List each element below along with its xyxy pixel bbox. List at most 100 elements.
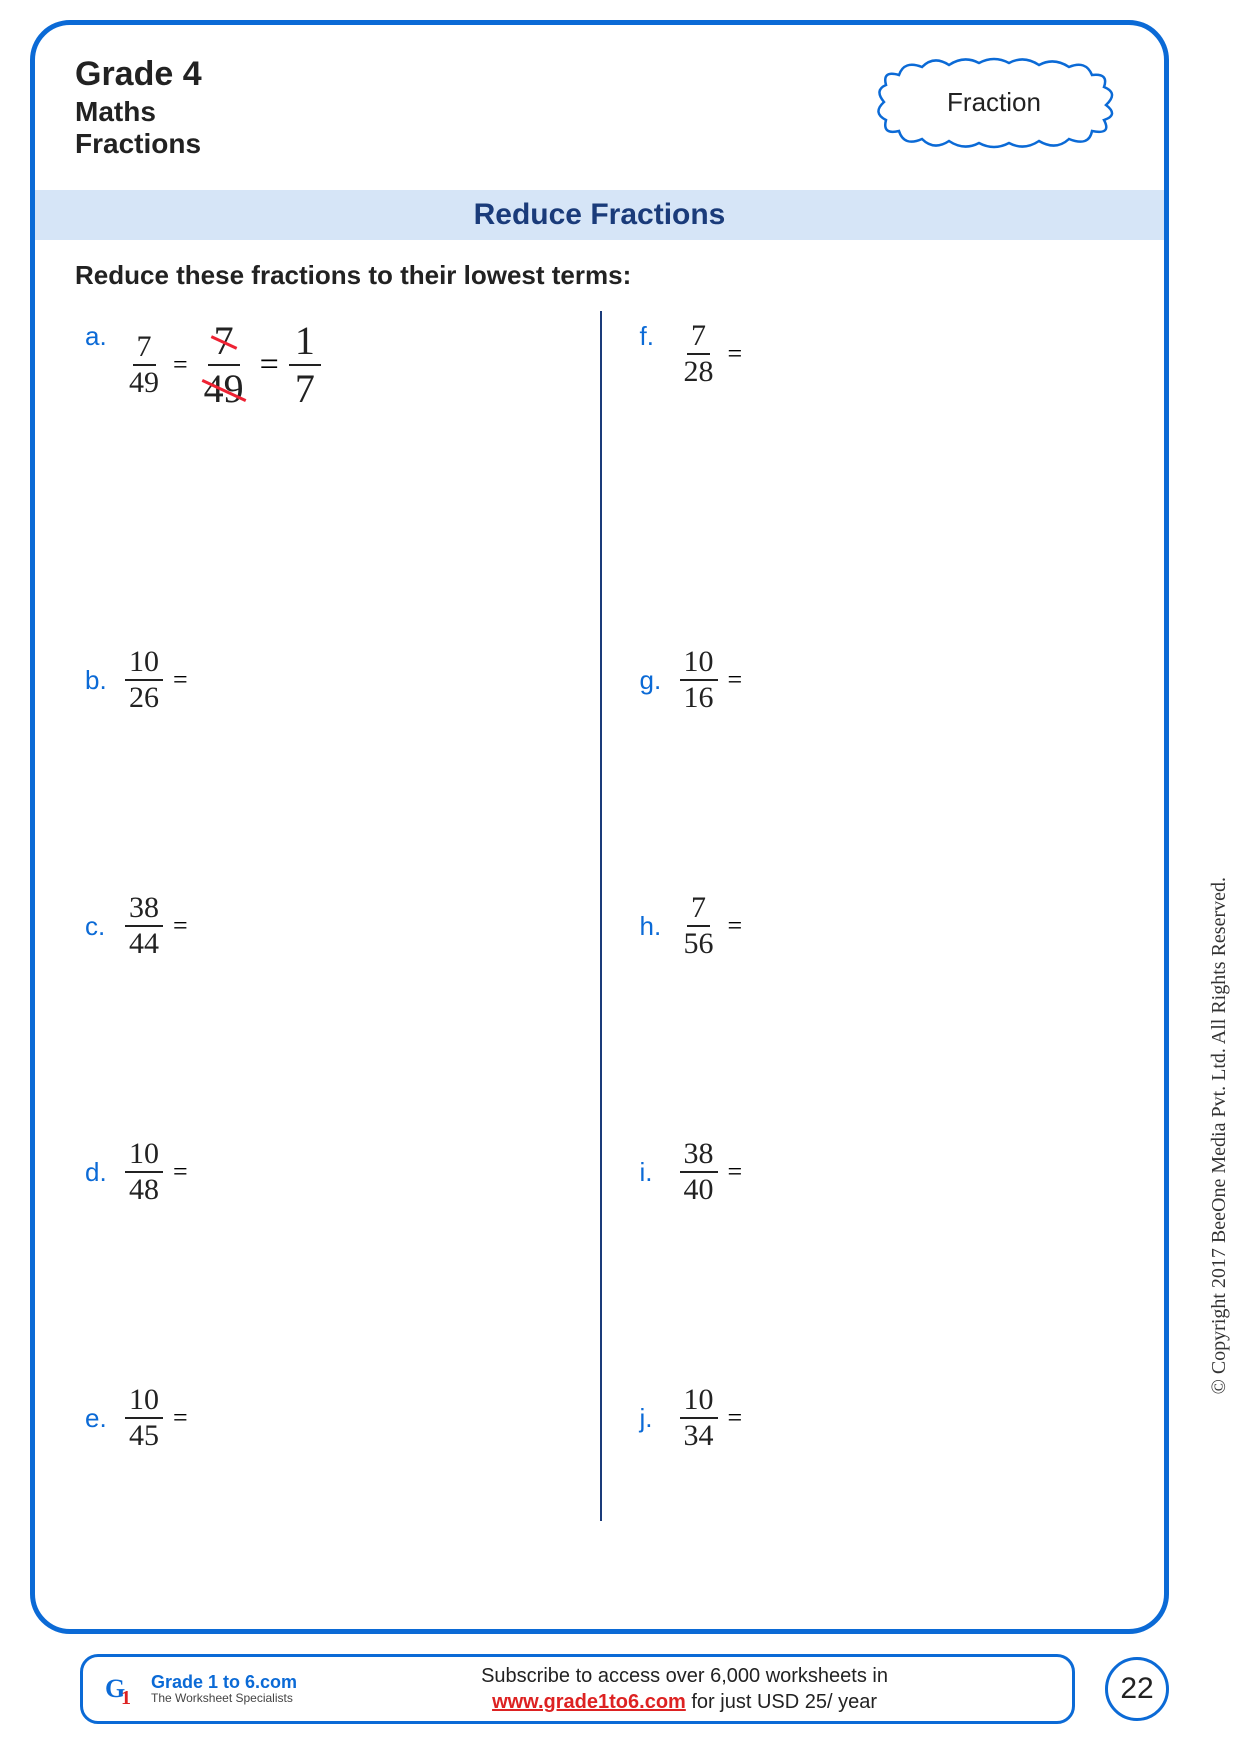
- problem-letter: a.: [85, 321, 125, 352]
- fraction: 38 40: [680, 1139, 718, 1205]
- worksheet-frame: Grade 4 Maths Fractions Fraction Reduce …: [30, 20, 1169, 1634]
- grade-label: Grade 4: [75, 55, 202, 94]
- problem-letter: e.: [85, 1403, 125, 1434]
- column-divider: [600, 311, 602, 1521]
- problem-h: h. 7 56 =: [600, 803, 1125, 1049]
- footer-msg-prefix: Subscribe to access over 6,000 worksheet…: [481, 1665, 888, 1687]
- denominator: 28: [680, 355, 718, 387]
- topic-label: Fractions: [75, 128, 202, 160]
- fraction-expression: 7 56 =: [680, 893, 747, 959]
- denominator: 45: [125, 1419, 163, 1451]
- fraction: 10 34: [680, 1385, 718, 1451]
- header-left: Grade 4 Maths Fractions: [75, 55, 202, 160]
- fraction: 10 26: [125, 647, 163, 713]
- equals-sign: =: [169, 350, 192, 380]
- answer-fraction: 1 7: [289, 321, 321, 409]
- fraction-expression: 10 16 =: [680, 647, 747, 713]
- header: Grade 4 Maths Fractions Fraction: [35, 55, 1164, 180]
- equals-sign: =: [169, 1157, 192, 1187]
- strike: 7: [214, 321, 234, 361]
- problem-a: a. 7 49 = 7 49 = 1 7: [75, 311, 600, 557]
- page-number: 22: [1105, 1657, 1169, 1721]
- footer-link[interactable]: www.grade1to6.com: [492, 1691, 686, 1713]
- footer-box: G 1 Grade 1 to 6.com The Worksheet Speci…: [80, 1654, 1075, 1724]
- fraction-expression: 38 40 =: [680, 1139, 747, 1205]
- denominator: 40: [680, 1173, 718, 1205]
- equals-sign: =: [169, 665, 192, 695]
- denominator: 34: [680, 1419, 718, 1451]
- fraction-expression: 10 48 =: [125, 1139, 192, 1205]
- equals-sign: =: [169, 911, 192, 941]
- fraction-expression: 38 44 =: [125, 893, 192, 959]
- numerator: 10: [125, 647, 163, 681]
- equals-sign: =: [724, 665, 747, 695]
- problem-e: e. 10 45 =: [75, 1295, 600, 1541]
- equals-sign: =: [256, 346, 283, 384]
- brand-logo: G 1 Grade 1 to 6.com The Worksheet Speci…: [103, 1669, 297, 1709]
- logo-title: Grade 1 to 6.com: [151, 1673, 297, 1693]
- denominator: 56: [680, 927, 718, 959]
- problem-letter: i.: [640, 1157, 680, 1188]
- left-column: a. 7 49 = 7 49 = 1 7: [75, 311, 600, 1541]
- subject-label: Maths: [75, 96, 202, 128]
- problem-g: g. 10 16 =: [600, 557, 1125, 803]
- fraction: 10 16: [680, 647, 718, 713]
- fraction: 38 44: [125, 893, 163, 959]
- footer-message: Subscribe to access over 6,000 worksheet…: [317, 1663, 1052, 1715]
- numerator: 10: [680, 1385, 718, 1419]
- problem-c: c. 38 44 =: [75, 803, 600, 1049]
- numerator: 7: [133, 332, 156, 366]
- problem-letter: d.: [85, 1157, 125, 1188]
- equals-sign: =: [724, 1157, 747, 1187]
- problem-letter: b.: [85, 665, 125, 696]
- fraction: 7 28: [680, 321, 718, 387]
- strike: 49: [204, 369, 244, 409]
- problems-grid: a. 7 49 = 7 49 = 1 7: [35, 311, 1164, 1541]
- numerator: 1: [289, 321, 321, 366]
- problem-letter: j.: [640, 1403, 680, 1434]
- problem-letter: h.: [640, 911, 680, 942]
- problem-letter: c.: [85, 911, 125, 942]
- footer: G 1 Grade 1 to 6.com The Worksheet Speci…: [80, 1654, 1169, 1724]
- logo-subtitle: The Worksheet Specialists: [151, 1692, 297, 1705]
- problem-f: f. 7 28 =: [600, 311, 1125, 557]
- fraction-expression: 10 26 =: [125, 647, 192, 713]
- denominator: 7: [289, 366, 321, 409]
- denominator-struck: 49: [198, 366, 250, 409]
- worked-fraction: 7 49: [198, 321, 250, 409]
- logo-icon: G 1: [103, 1669, 143, 1709]
- numerator-struck: 7: [208, 321, 240, 366]
- fraction-expression: 7 28 =: [680, 321, 747, 387]
- problem-j: j. 10 34 =: [600, 1295, 1125, 1541]
- equals-sign: =: [724, 339, 747, 369]
- problem-letter: g.: [640, 665, 680, 696]
- numerator: 10: [125, 1385, 163, 1419]
- numerator: 10: [125, 1139, 163, 1173]
- fraction: 10 48: [125, 1139, 163, 1205]
- copyright-text: © Copyright 2017 BeeOne Media Pvt. Ltd. …: [1208, 877, 1231, 1394]
- problem-d: d. 10 48 =: [75, 1049, 600, 1295]
- denominator: 26: [125, 681, 163, 713]
- denominator: 48: [125, 1173, 163, 1205]
- numerator: 38: [125, 893, 163, 927]
- fraction-expression: 10 34 =: [680, 1385, 747, 1451]
- fraction-expression: 7 49 = 7 49 = 1 7: [125, 321, 321, 409]
- topic-badge: Fraction: [864, 55, 1124, 150]
- worksheet-title: Reduce Fractions: [35, 190, 1164, 240]
- numerator: 7: [687, 321, 710, 355]
- numerator: 38: [680, 1139, 718, 1173]
- equals-sign: =: [724, 911, 747, 941]
- logo-text: Grade 1 to 6.com The Worksheet Specialis…: [151, 1673, 297, 1706]
- cloud-text: Fraction: [947, 87, 1041, 118]
- equals-sign: =: [169, 1403, 192, 1433]
- instruction-text: Reduce these fractions to their lowest t…: [35, 260, 1164, 311]
- fraction: 10 45: [125, 1385, 163, 1451]
- fraction-expression: 10 45 =: [125, 1385, 192, 1451]
- denominator: 16: [680, 681, 718, 713]
- problem-letter: f.: [640, 321, 680, 352]
- numerator: 10: [680, 647, 718, 681]
- fraction: 7 56: [680, 893, 718, 959]
- footer-msg-suffix: for just USD 25/ year: [686, 1691, 877, 1713]
- denominator: 44: [125, 927, 163, 959]
- problem-i: i. 38 40 =: [600, 1049, 1125, 1295]
